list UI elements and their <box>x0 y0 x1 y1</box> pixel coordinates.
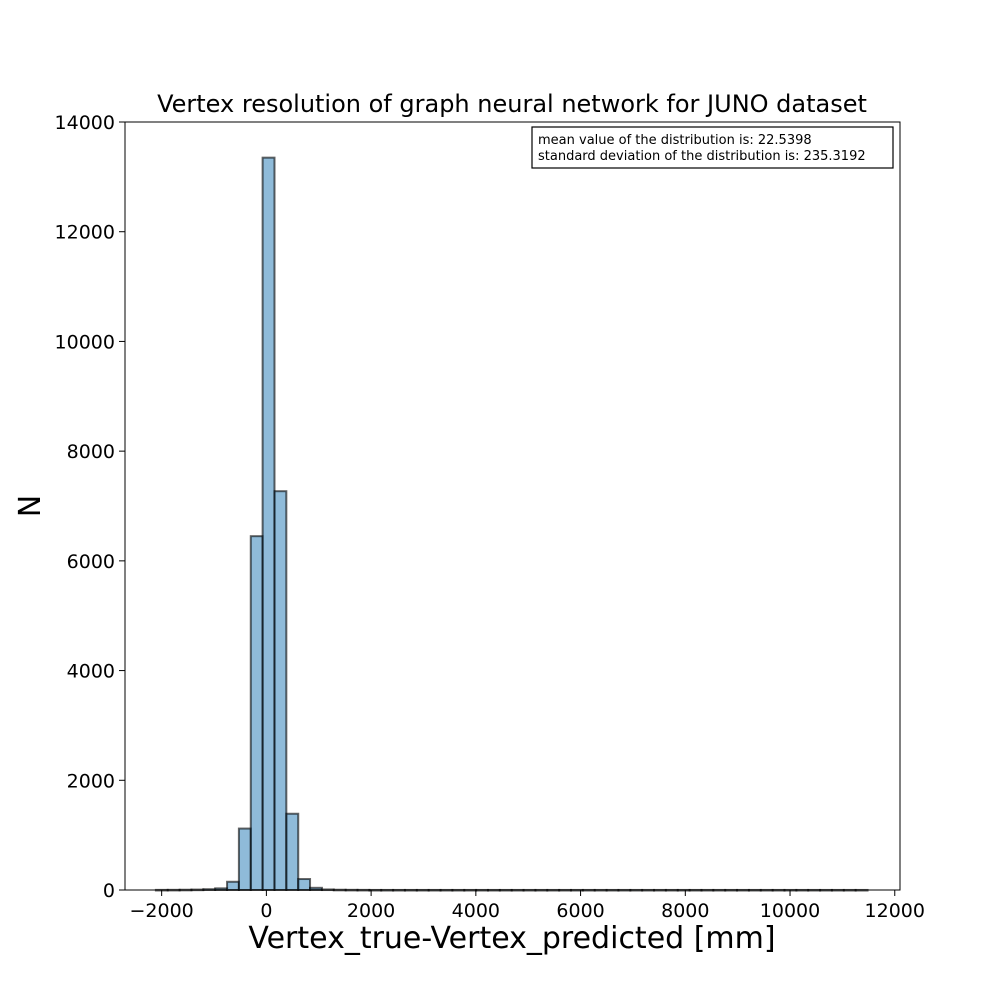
y-tick-label: 14000 <box>55 112 115 134</box>
annotation-mean: mean value of the distribution is: 22.53… <box>538 133 812 148</box>
x-tick-label: 12000 <box>865 900 925 922</box>
x-tick-label: 8000 <box>661 900 709 922</box>
y-tick-label: 2000 <box>67 770 115 792</box>
x-tick-label: 0 <box>260 900 272 922</box>
histogram-bar <box>297 878 312 892</box>
y-tick-label: 8000 <box>67 441 115 463</box>
x-tick-label: 10000 <box>760 900 820 922</box>
x-axis: −2000 0 2000 4000 6000 8000 10000 12000 <box>130 890 925 922</box>
y-tick-label: 4000 <box>67 661 115 683</box>
x-tick-label: −2000 <box>130 900 194 922</box>
histogram-bar <box>226 880 240 892</box>
x-axis-label: Vertex_true-Vertex_predicted [mm] <box>248 921 775 956</box>
x-tick-label: 4000 <box>452 900 500 922</box>
histogram-bar <box>237 827 252 891</box>
x-tick-label: 6000 <box>556 900 604 922</box>
histogram-bar <box>285 812 300 891</box>
y-tick-label: 0 <box>103 880 115 902</box>
histogram-bars <box>154 156 869 892</box>
histogram-bar <box>273 490 288 891</box>
y-axis-label: N <box>13 495 48 517</box>
chart-title: Vertex resolution of graph neural networ… <box>157 90 867 118</box>
plot-frame <box>124 121 901 891</box>
histogram-bar <box>261 156 276 892</box>
x-tick-label: 2000 <box>347 900 395 922</box>
annotation-box <box>531 126 894 169</box>
y-tick-label: 10000 <box>55 331 115 353</box>
stats-annotation: mean value of the distribution is: 22.53… <box>531 126 894 169</box>
histogram-bar <box>249 535 264 891</box>
annotation-std: standard deviation of the distribution i… <box>538 149 866 164</box>
y-tick-label: 6000 <box>67 551 115 573</box>
y-axis: 0 2000 4000 6000 8000 10000 12000 14000 <box>55 112 125 902</box>
y-tick-label: 12000 <box>55 222 115 244</box>
